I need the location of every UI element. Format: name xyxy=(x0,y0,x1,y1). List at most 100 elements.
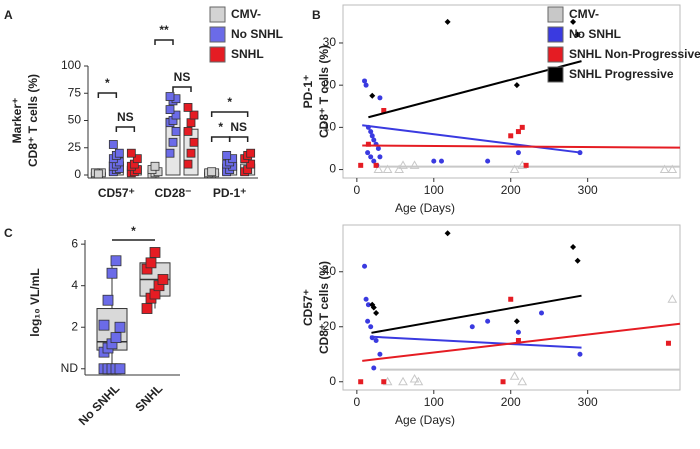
data-point xyxy=(149,247,161,258)
data-point xyxy=(246,159,256,169)
data-point xyxy=(469,324,475,330)
data-point xyxy=(523,162,529,168)
data-point xyxy=(165,148,175,158)
data-point xyxy=(114,363,126,375)
data-point xyxy=(141,303,153,314)
data-point xyxy=(375,145,381,151)
legend-swatch xyxy=(209,46,226,63)
y-axis-label: PD-1⁺ xyxy=(301,75,315,109)
data-point xyxy=(114,148,124,158)
data-point xyxy=(365,318,371,324)
data-point xyxy=(371,137,377,143)
legend-swatch xyxy=(209,26,226,43)
data-point xyxy=(110,332,122,344)
data-point xyxy=(157,274,169,285)
significance-bracket xyxy=(115,126,136,132)
data-point xyxy=(509,164,520,174)
data-point xyxy=(171,127,181,136)
legend-label: SNHL xyxy=(231,47,264,61)
data-point xyxy=(377,351,383,357)
data-point xyxy=(371,158,377,164)
y-axis-label: CD57⁺ xyxy=(301,289,315,326)
data-point xyxy=(515,150,521,156)
legend-swatch xyxy=(547,26,564,43)
data-point xyxy=(508,296,514,302)
data-point xyxy=(577,351,583,357)
data-point xyxy=(186,118,196,128)
y-tick-label: 10 xyxy=(323,120,337,134)
y-axis-label: Marker⁺ xyxy=(10,98,24,144)
x-axis-label: Age (Days) xyxy=(395,413,455,427)
significance-label: * xyxy=(218,120,223,134)
panel-letter: C xyxy=(4,226,13,240)
data-point xyxy=(363,296,369,302)
data-point xyxy=(519,124,525,130)
data-point xyxy=(183,127,193,136)
trend-line xyxy=(369,335,582,349)
x-tick-label: 200 xyxy=(501,395,521,409)
significance-bracket xyxy=(228,136,249,142)
y-tick-label: 0 xyxy=(329,374,336,388)
legend-label: SNHL Non-Progressive xyxy=(569,47,700,61)
significance-label: * xyxy=(105,76,110,90)
data-point xyxy=(368,154,374,160)
x-tick-label: 300 xyxy=(578,183,598,197)
significance-bracket xyxy=(210,136,231,142)
y-tick-label: ND xyxy=(61,361,79,375)
data-point xyxy=(365,141,371,147)
data-point xyxy=(207,167,217,177)
data-point xyxy=(363,82,369,88)
y-tick-label: 6 xyxy=(71,236,78,250)
data-point xyxy=(126,148,136,158)
y-axis-label: log₁₀ VL/mL xyxy=(28,268,42,336)
data-point xyxy=(114,321,126,333)
x-tick-label: SNHL xyxy=(132,381,165,414)
data-point xyxy=(665,340,671,346)
data-point xyxy=(377,95,383,101)
x-tick-label: 300 xyxy=(578,395,598,409)
trend-line xyxy=(368,60,582,119)
data-point xyxy=(371,365,377,371)
data-point xyxy=(517,376,528,386)
data-point xyxy=(369,133,375,139)
y-tick-label: 2 xyxy=(71,319,78,333)
data-point xyxy=(513,82,520,89)
data-point xyxy=(362,263,368,269)
x-tick-label: PD-1⁺ xyxy=(213,186,247,200)
y-tick-label: 75 xyxy=(68,85,82,99)
data-point xyxy=(515,129,521,135)
data-point xyxy=(246,148,256,158)
data-point xyxy=(110,255,122,267)
data-point xyxy=(394,164,405,174)
y-tick-label: 0 xyxy=(329,162,336,176)
data-point xyxy=(183,159,193,169)
x-tick-label: No SNHL xyxy=(76,381,123,428)
x-tick-label: 100 xyxy=(424,183,444,197)
data-point xyxy=(186,148,196,158)
data-point xyxy=(222,150,232,160)
legend-label: CMV- xyxy=(569,7,599,21)
significance-bracket xyxy=(97,92,118,98)
data-point xyxy=(570,244,577,250)
data-point xyxy=(444,230,451,237)
x-tick-label: 200 xyxy=(501,183,521,197)
data-point xyxy=(365,150,371,156)
legend-swatch xyxy=(547,46,564,63)
legend-label: No SNHL xyxy=(231,27,283,41)
trend-line xyxy=(371,294,582,334)
data-point xyxy=(381,379,387,385)
data-point xyxy=(398,160,408,169)
legend-swatch xyxy=(547,6,564,23)
data-point xyxy=(381,107,387,113)
y-axis-label: CD8⁺ T cells (%) xyxy=(317,45,331,138)
data-point xyxy=(369,92,376,99)
legend-label: No SNHL xyxy=(569,27,621,41)
data-point xyxy=(377,154,383,160)
data-point xyxy=(667,164,678,174)
data-point xyxy=(515,329,521,335)
data-point xyxy=(659,164,670,174)
data-point xyxy=(93,169,103,179)
significance-label: * xyxy=(227,95,232,109)
data-point xyxy=(373,310,380,316)
